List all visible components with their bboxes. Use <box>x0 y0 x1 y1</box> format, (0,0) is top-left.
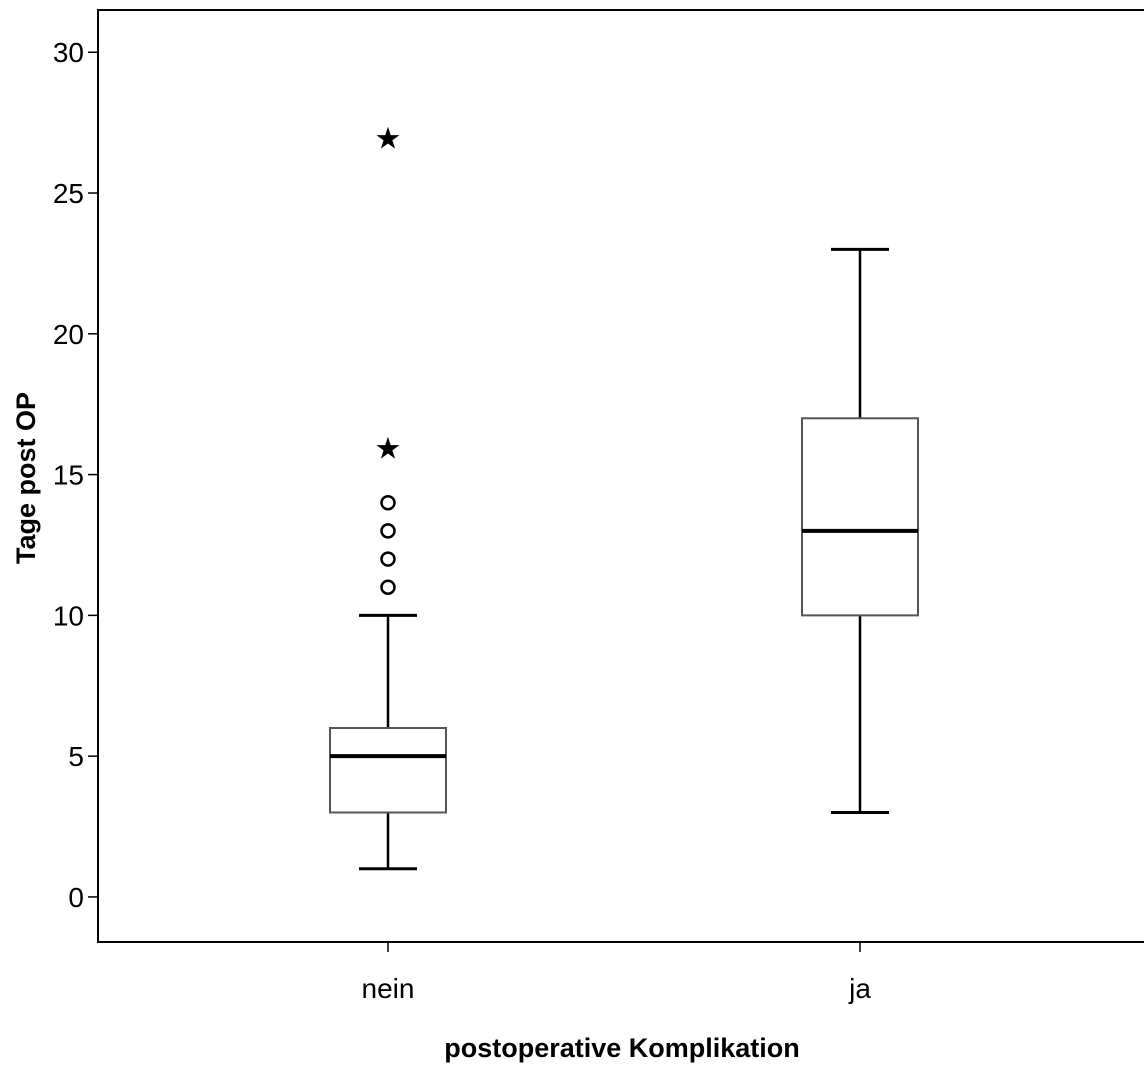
plot-area <box>97 9 1144 943</box>
boxes: ★★ <box>329 122 919 871</box>
x-axis-title: postoperative Komplikation <box>444 1033 800 1063</box>
extreme-point: ★ <box>375 431 402 466</box>
box-group-ja <box>801 247 919 814</box>
outlier-point <box>380 523 396 539</box>
plot-frame <box>97 9 1144 943</box>
y-tick-label: 0 <box>68 882 84 913</box>
x-tick-label: nein <box>362 973 415 1004</box>
y-tick-label: 25 <box>53 178 84 209</box>
outlier-point <box>380 579 396 595</box>
y-tick-label: 15 <box>53 460 84 491</box>
y-tick-label: 5 <box>68 741 84 772</box>
outlier-point <box>380 551 396 567</box>
outlier-point <box>380 494 396 511</box>
x-tick-label: ja <box>848 973 871 1004</box>
iqr-box <box>329 727 447 814</box>
y-tick-label: 30 <box>53 37 84 68</box>
y-tick-label: 10 <box>53 600 84 631</box>
extreme-point: ★ <box>375 122 402 157</box>
iqr-box <box>801 417 919 617</box>
y-tick-label: 20 <box>53 319 84 350</box>
y-axis-title: Tage post OP <box>11 392 41 564</box>
box-group-nein: ★★ <box>329 122 447 871</box>
x-axis: nein ja <box>362 942 871 1004</box>
y-axis: 0 5 10 15 20 25 30 <box>53 37 98 913</box>
